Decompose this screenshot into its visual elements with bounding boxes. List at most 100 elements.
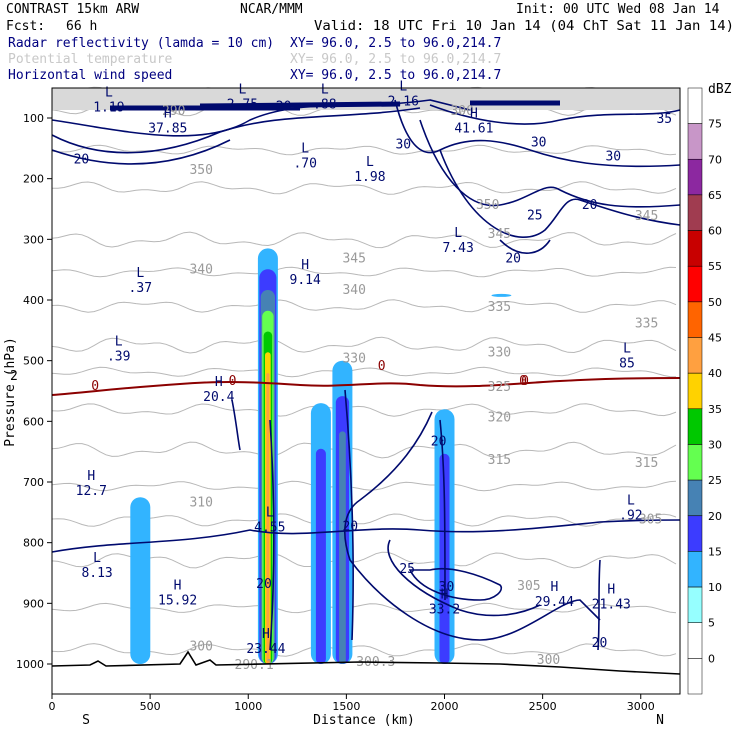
extremum-value: 41.61 [454,121,493,136]
wind-contour-line [419,119,681,208]
extremum-value: 7.43 [443,241,474,256]
wind-contour-line [344,389,354,641]
colorbar-tick-label: 10 [708,581,722,594]
extremum-value: 2.16 [388,95,419,110]
extremum-marker: H [470,106,478,121]
wind-label: 35 [656,112,672,127]
theta-label: 315 [635,456,658,471]
theta-label: 350 [189,163,212,178]
wind-contour-line [231,399,241,451]
extremum-marker: L [366,155,374,170]
colorbar-swatch [687,159,703,196]
wind-label: 20 [505,251,521,266]
x-tick-label: 2500 [529,700,557,713]
colorbar-swatch [687,586,703,623]
extremum-marker: H [607,583,615,598]
theta-contour-line [51,551,677,569]
extremum-value: 1.19 [93,101,124,116]
extremum-marker: L [115,334,123,349]
field-name-wind: Horizontal wind speed [8,68,172,83]
y-tick-label: 400 [23,294,44,307]
jet-core-contour [110,100,560,111]
extremum-value: 2.75 [227,98,258,113]
extremum-value: 4.55 [254,521,285,536]
theta-label: 340 [189,262,212,277]
y-tick-label: 500 [23,355,44,368]
valid-time: Valid: 18 UTC Fri 10 Jan 14 (04 ChT Sat … [314,19,734,34]
extremum-value: 9.14 [290,273,321,288]
theta-label: 300 [537,653,560,668]
colorbar-tick-label: 65 [708,189,722,202]
x-axis-label: Distance (km) [313,713,415,728]
x-axis-south: S [82,713,90,728]
colorbar-swatch [687,87,703,124]
field-xy-theta: XY= 96.0, 2.5 to 96.0,214.7 [290,52,501,67]
theta-label: 330 [488,345,511,360]
extremum-value: 85 [619,357,635,372]
center-title: NCAR/MMM [240,2,303,17]
extremum-marker: L [238,83,246,98]
x-tick-label: 1500 [332,700,360,713]
extremum-marker: H [87,469,95,484]
extremum-marker: H [262,627,270,642]
wind-contour-line [439,419,446,601]
extremum-value: 12.7 [76,484,107,499]
left-edge-label: 2 [10,369,18,384]
theta-label: 340 [342,283,365,298]
theta-contour-line [51,231,677,249]
extremum-value: 21.43 [592,598,631,613]
extremum-marker: H [301,258,309,273]
theta-label: 335 [488,300,511,315]
extremum-marker: H [550,580,558,595]
colorbar-tick-label: 30 [708,439,722,452]
x-axis-north: N [656,713,664,728]
extremum-marker: L [399,80,407,95]
extremum-value: 20.4 [203,390,234,405]
wind-label: 20 [74,153,90,168]
colorbar-swatch [687,337,703,374]
reflectivity-cell-1 [266,373,270,664]
colorbar-tick-label: 0 [708,652,715,665]
theta-label: 290.1 [235,658,274,673]
colorbar-swatch [687,301,703,338]
theta-contour-line [51,441,677,459]
colorbar-tick-label: 5 [708,617,715,630]
theta-contour-line [51,266,677,278]
wind-label: 30 [531,136,547,151]
theta-label: 325 [488,380,511,395]
extremum-value: 37.85 [148,121,187,136]
colorbar-tick-label: 45 [708,332,722,345]
wind-contour-line [51,519,681,553]
colorbar-tick-label: 75 [708,118,722,131]
wind-label: 20 [256,577,272,592]
colorbar-swatch [687,551,703,588]
theta-label: 345 [342,251,365,266]
extremum-marker: L [623,342,631,357]
colorbar-swatch [687,123,703,160]
extremum-value: 23.44 [246,642,285,657]
extremum-value: .70 [293,157,316,172]
extremum-marker: L [105,86,113,101]
extremum-marker: L [266,506,274,521]
init-time: Init: 00 UTC Wed 08 Jan 14 [516,2,720,17]
colorbar-tick-label: 50 [708,296,722,309]
colorbar-swatch [687,408,703,445]
theta-label: 330 [342,352,365,367]
y-tick-label: 1000 [16,658,44,671]
theta-label: 300 [189,640,212,655]
wind-label: 20 [276,100,292,115]
y-tick-label: 800 [23,537,44,550]
y-tick-label: 600 [23,415,44,428]
wind-label: 0 [91,379,99,394]
wind-label: 0 [378,359,386,374]
extremum-marker: L [454,226,462,241]
wind-contour-line [429,104,681,125]
wind-label: 30 [605,150,621,165]
colorbar-tick-label: 55 [708,260,722,273]
theta-label: 320 [488,410,511,425]
wind-contour-line [499,239,551,254]
theta-contour-line [51,299,677,313]
